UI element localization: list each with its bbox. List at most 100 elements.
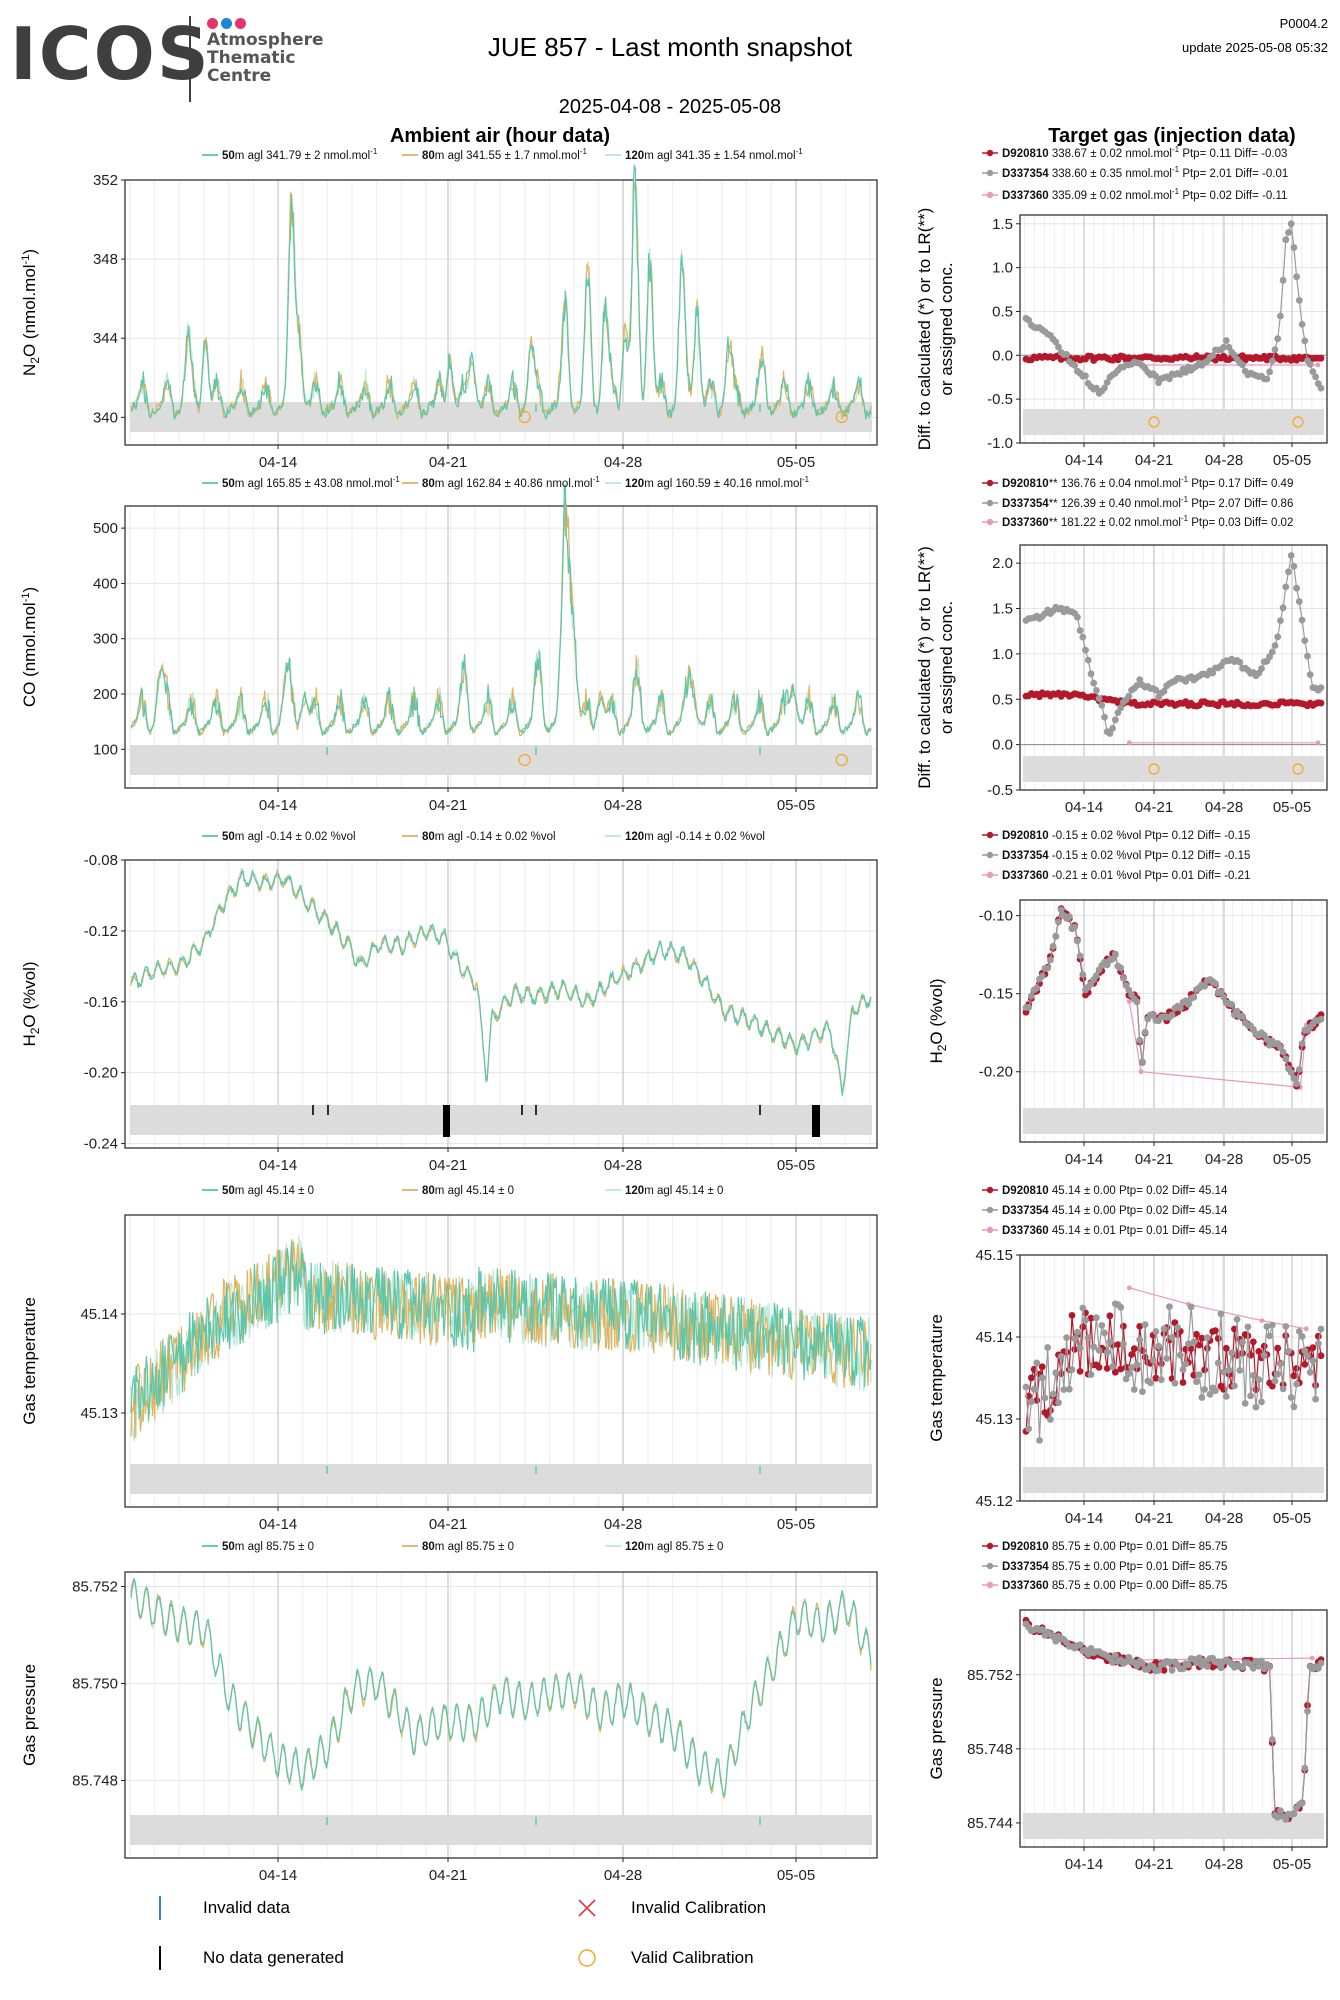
y-tick-label: 85.744: [967, 1815, 1013, 1832]
x-tick-label: 04-28: [1205, 1856, 1243, 1873]
target-data-point: [1084, 1650, 1092, 1658]
chart-panel: -0.5 0.0 0.5 1.0 1.5 2.0 04-14 04-21 04-28 05-05 D…: [915, 544, 1328, 816]
target-data-point: [1304, 652, 1311, 660]
target-data-point: [1268, 1382, 1276, 1390]
target-data-point: [1160, 687, 1168, 695]
target-data-point: [1317, 1325, 1325, 1333]
logo-dots-icon: [207, 16, 249, 34]
legend-label: 50m agl 165.85 ± 43.08 nmol.mol-1: [222, 475, 400, 490]
legend-label: 120m agl 85.75 ± 0: [625, 1541, 723, 1553]
target-data-point: [1279, 1385, 1287, 1393]
legend-label: 50m agl 45.14 ± 0: [222, 1185, 314, 1197]
y-tick-label: -0.20: [979, 1064, 1013, 1081]
target-data-point: [1301, 1361, 1309, 1368]
target-data-point: [1025, 1003, 1033, 1011]
y-tick-label: 85.748: [72, 1772, 118, 1789]
target-data-point: [1082, 646, 1089, 654]
logo-subtitle: Atmosphere Thematic Centre: [207, 31, 324, 85]
y-tick-label: -1.0: [987, 435, 1013, 452]
target-data-point: [1304, 1352, 1311, 1360]
target-data-point: [1255, 1376, 1263, 1384]
target-data-point: [1274, 1344, 1282, 1352]
legend-entry: 80m agl 85.75 ± 0: [402, 1541, 514, 1553]
target-data-point: [1263, 375, 1271, 383]
target-data-point: [1149, 1011, 1157, 1019]
data-status-band: [1023, 756, 1324, 782]
target-data-point: [1315, 740, 1321, 746]
target-data-point: [1168, 1011, 1176, 1019]
valid-calibration-marker: [1292, 416, 1304, 428]
target-data-point: [1103, 1365, 1111, 1372]
target-data-point: [1233, 1007, 1241, 1015]
target-data-point: [1228, 1349, 1236, 1357]
target-data-point: [1201, 1657, 1208, 1665]
target-data-point: [1068, 1366, 1076, 1373]
series-line: [130, 1235, 872, 1442]
target-data-point: [1201, 1386, 1208, 1393]
x-tick-label: 04-28: [604, 454, 642, 471]
target-data-point: [1103, 1348, 1111, 1356]
target-data-point: [1168, 1334, 1176, 1341]
chart-panel: -0.20 -0.15 -0.10 04-14 04-21 04-28 05-05 H2O (…: [927, 899, 1328, 1168]
target-data-point: [1149, 1356, 1157, 1364]
target-data-point: [1071, 1335, 1079, 1342]
target-data-point: [1055, 918, 1062, 926]
target-data-point: [1247, 1351, 1254, 1359]
target-data-point: [1063, 351, 1070, 358]
target-data-point: [1117, 1365, 1125, 1373]
series-line: [130, 1242, 872, 1422]
legend-key-dot: [986, 1562, 994, 1570]
target-data-point: [1109, 1658, 1116, 1666]
target-data-point: [1060, 1386, 1068, 1393]
target-data-point: [1217, 988, 1225, 996]
target-data-point: [1222, 1344, 1230, 1352]
y-tick-label: 300: [93, 631, 118, 648]
target-data-point: [1236, 1367, 1244, 1374]
target-data-point: [1133, 682, 1141, 689]
chart-panel: 100 200 300 400 500 04-14 04-21 04-28 05-05 CO (n…: [20, 505, 878, 814]
legend-entry: D920810 85.75 ± 0.00 Ptp= 0.01 Diff= 85.…: [982, 1541, 1227, 1553]
target-data-point: [1022, 1383, 1030, 1391]
target-data-point: [1128, 1364, 1135, 1371]
y-axis-label: Gas pressure: [927, 1677, 946, 1779]
x-tick-label: 04-21: [1135, 452, 1173, 469]
target-data-point: [1285, 568, 1292, 576]
target-data-point: [1290, 1372, 1298, 1380]
target-data-point: [1193, 1659, 1200, 1667]
y-tick-label: 1.5: [992, 216, 1013, 233]
target-data-point: [1130, 1386, 1138, 1393]
target-data-point: [1198, 1394, 1206, 1401]
target-data-point: [1290, 563, 1298, 570]
legend-entry: D920810 -0.15 ± 0.02 %vol Ptp= 0.12 Diff…: [982, 830, 1250, 842]
target-data-point: [1282, 1816, 1290, 1823]
target-data-point: [1185, 1340, 1192, 1348]
ambient-air-title: Ambient air (hour data): [390, 125, 610, 147]
bottom-legend: Invalid data No data generated Invalid C…: [0, 1880, 1340, 1990]
y-axis-label: or assigned conc.: [937, 262, 956, 395]
chart-panel: 340 344 348 352 04-14 04-21 04-28 05-05 N2O (nmo…: [20, 172, 878, 471]
target-data-point: [1084, 1334, 1092, 1342]
target-data-point: [1139, 1660, 1146, 1667]
plot-border: [124, 859, 878, 1149]
target-data-point: [1136, 1336, 1144, 1344]
target-data-point: [1249, 1665, 1257, 1672]
target-data-point: [1074, 613, 1081, 621]
target-data-point: [1309, 368, 1317, 375]
plot-border: [1019, 899, 1328, 1143]
target-data-point: [1157, 1376, 1165, 1384]
target-data-point: [1193, 1378, 1200, 1386]
target-data-point: [1277, 1360, 1284, 1368]
target-data-point: [1065, 1385, 1073, 1393]
valid-calibration-marker: [1148, 416, 1160, 428]
target-data-point: [1103, 379, 1111, 386]
legend-key-dot: [986, 1581, 994, 1589]
x-tick-label: 04-21: [429, 1867, 467, 1884]
target-data-point: [1222, 1393, 1230, 1400]
x-tick-label: 04-28: [1205, 1151, 1243, 1168]
y-tick-label: 85.748: [967, 1741, 1013, 1758]
data-status-band: [130, 1815, 872, 1845]
x-tick-label: 04-21: [429, 1516, 467, 1533]
target-data-point: [1126, 999, 1132, 1004]
target-data-point: [1025, 1425, 1033, 1433]
target-data-point: [1114, 1341, 1122, 1348]
